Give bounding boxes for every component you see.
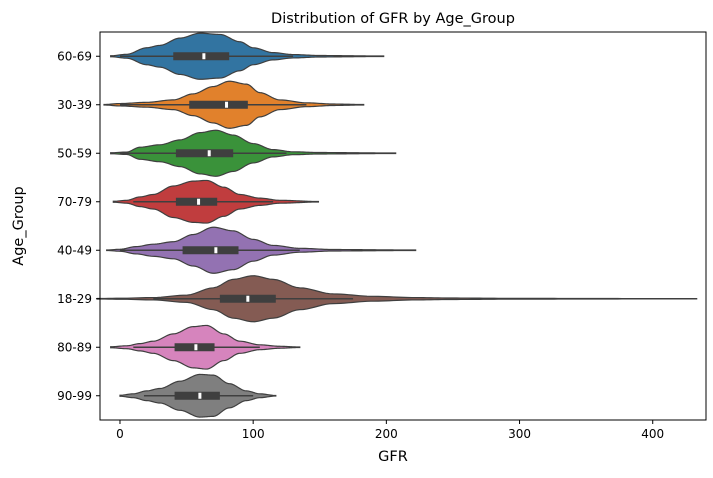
x-tick-label-400: 400 — [641, 427, 664, 441]
violin-iqr-box-60-69 — [173, 52, 230, 61]
x-tick-label-200: 200 — [375, 427, 398, 441]
violin-body-18-29 — [96, 275, 698, 323]
violin-median-70-79 — [197, 198, 201, 205]
violin-median-80-89 — [194, 344, 198, 351]
violin-iqr-box-40-49 — [182, 246, 239, 255]
y-tick-label-18-29: 18-29 — [57, 292, 92, 306]
y-tick-label-90-99: 90-99 — [57, 389, 92, 403]
violin-median-90-99 — [198, 392, 202, 399]
violin-80-89 — [110, 324, 301, 370]
y-tick-label-50-59: 50-59 — [57, 146, 92, 160]
violin-iqr-box-30-39 — [189, 100, 248, 109]
violin-median-60-69 — [202, 53, 206, 60]
x-tick-label-300: 300 — [508, 427, 531, 441]
y-axis-label: Age_Group — [11, 186, 27, 265]
y-tick-label-80-89: 80-89 — [57, 340, 92, 354]
violin-iqr-box-50-59 — [175, 149, 234, 158]
violin-iqr-box-90-99 — [174, 391, 220, 400]
x-tick-label-100: 100 — [242, 427, 265, 441]
violin-70-79 — [112, 179, 320, 224]
y-axis-ticks: 60-69 30-39 50-59 70-79 40-49 18-29 80-89 90-99 — [57, 49, 100, 403]
y-tick-label-30-39: 30-39 — [57, 98, 92, 112]
violin-50-59 — [110, 129, 397, 177]
violin-18-29 — [96, 275, 698, 323]
violin-median-18-29 — [246, 295, 250, 302]
y-tick-label-40-49: 40-49 — [57, 243, 92, 257]
violin-iqr-box-70-79 — [175, 197, 218, 206]
violin-median-40-49 — [214, 247, 218, 254]
violin-median-50-59 — [207, 150, 211, 157]
violin-40-49 — [106, 226, 417, 274]
chart-title: Distribution of GFR by Age_Group — [271, 11, 515, 27]
x-axis-ticks: 0 100 200 300 400 — [116, 420, 664, 441]
plot-area-frame — [99, 31, 707, 421]
x-tick-label-0: 0 — [116, 427, 124, 441]
x-axis-label: GFR — [378, 449, 408, 465]
violin-90-99 — [119, 373, 277, 418]
violin-60-69 — [110, 32, 385, 80]
violin-median-30-39 — [225, 101, 229, 108]
y-tick-label-70-79: 70-79 — [57, 195, 92, 209]
violins-group — [96, 32, 698, 418]
violin-30-39 — [103, 80, 365, 129]
y-tick-label-60-69: 60-69 — [57, 49, 92, 63]
